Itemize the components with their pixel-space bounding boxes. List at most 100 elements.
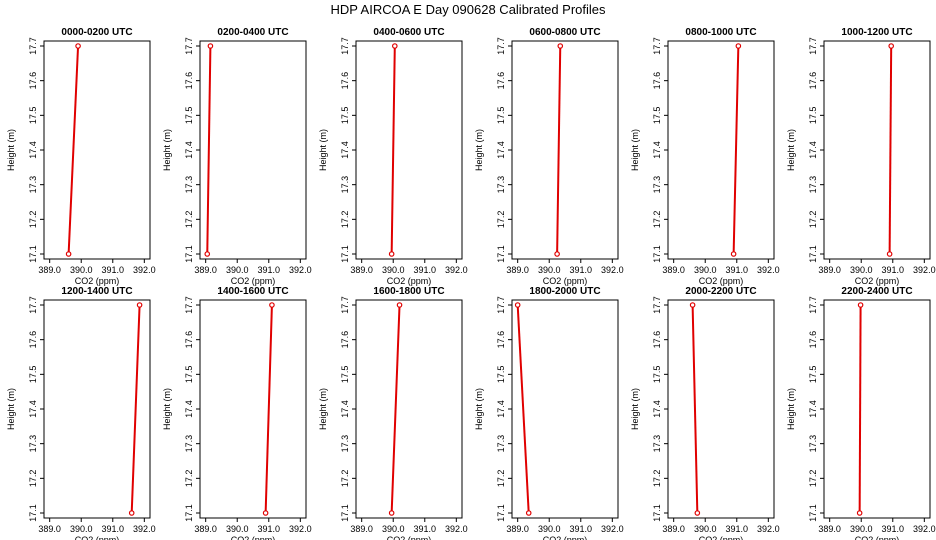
data-point [396, 302, 403, 308]
y-tick-label: 17.5 [496, 107, 506, 125]
y-tick-label: 17.6 [28, 331, 38, 349]
panel-title: 0200-0400 UTC [217, 27, 288, 38]
data-point [694, 510, 701, 516]
y-tick-label: 17.3 [28, 176, 38, 194]
x-tick-label: 390.0 [226, 524, 249, 534]
y-tick-label: 17.3 [652, 435, 662, 453]
y-tick-label: 17.3 [340, 176, 350, 194]
x-tick-label: 391.0 [258, 265, 281, 275]
x-tick-label: 389.0 [350, 524, 373, 534]
y-tick-label: 17.7 [340, 37, 350, 55]
panel-title: 2200-2400 UTC [841, 286, 912, 297]
x-axis-label: CO2 (ppm) [543, 535, 588, 540]
y-tick-label: 17.1 [28, 504, 38, 522]
panel-12: 2200-2400 UTC 389.0 390.0 391.0 392.0 CO2 (pp… [786, 286, 936, 540]
y-tick-label: 17.7 [808, 37, 818, 55]
y-tick-label: 17.5 [808, 107, 818, 125]
x-tick-label: 390.0 [382, 265, 405, 275]
y-tick-label: 17.3 [496, 176, 506, 194]
plot-frame [355, 40, 463, 260]
y-tick-label: 17.7 [808, 296, 818, 314]
y-tick-label: 17.5 [184, 107, 194, 125]
data-point [856, 510, 863, 516]
y-axis-label: Height (m) [162, 388, 172, 430]
y-tick-label: 17.4 [28, 141, 38, 159]
x-axis-label: CO2 (ppm) [387, 276, 432, 286]
y-tick-label: 17.1 [184, 245, 194, 263]
data-point [204, 251, 211, 257]
panel-title: 0800-1000 UTC [685, 27, 756, 38]
panel-4: 0600-0800 UTC 389.0 390.0 391.0 392.0 CO2 (pp… [474, 27, 624, 286]
y-tick-label: 17.6 [28, 72, 38, 90]
x-tick-label: 392.0 [601, 524, 624, 534]
plot-frame [823, 40, 931, 260]
plot-frame [43, 40, 151, 260]
series-line [888, 45, 893, 255]
y-tick-label: 17.7 [184, 37, 194, 55]
panel-title: 0400-0600 UTC [373, 27, 444, 38]
x-tick-label: 389.0 [818, 265, 841, 275]
x-axis-label: CO2 (ppm) [75, 276, 120, 286]
x-tick-label: 392.0 [133, 265, 156, 275]
x-axis-label: CO2 (ppm) [855, 535, 900, 540]
x-tick-label: 389.0 [662, 524, 685, 534]
y-tick-label: 17.2 [184, 470, 194, 488]
y-axis-label: Height (m) [318, 388, 328, 430]
y-tick-label: 17.4 [652, 141, 662, 159]
data-point [888, 43, 894, 49]
panel-title: 0000-0200 UTC [61, 27, 132, 38]
x-tick-label: 391.0 [882, 265, 905, 275]
y-tick-label: 17.7 [496, 296, 506, 314]
x-tick-label: 392.0 [133, 524, 156, 534]
y-tick-label: 17.1 [340, 504, 350, 522]
x-tick-label: 392.0 [445, 265, 468, 275]
y-tick-label: 17.4 [496, 141, 506, 159]
x-tick-label: 392.0 [289, 265, 312, 275]
y-tick-label: 17.3 [652, 176, 662, 194]
y-tick-label: 17.2 [340, 211, 350, 229]
x-tick-label: 391.0 [102, 524, 125, 534]
x-axis-label: CO2 (ppm) [75, 535, 120, 540]
y-tick-label: 17.7 [496, 37, 506, 55]
panel-6: 1000-1200 UTC 389.0 390.0 391.0 392.0 CO2 (pp… [786, 27, 936, 286]
data-point [735, 43, 742, 49]
y-tick-label: 17.3 [340, 435, 350, 453]
panel-9: 1600-1800 UTC 389.0 390.0 391.0 392.0 CO2 (pp… [318, 286, 468, 540]
y-tick-label: 17.6 [496, 331, 506, 349]
y-tick-label: 17.5 [652, 107, 662, 125]
y-tick-label: 17.4 [184, 141, 194, 159]
y-tick-label: 17.5 [808, 366, 818, 384]
x-tick-label: 390.0 [538, 524, 561, 534]
y-tick-label: 17.1 [652, 504, 662, 522]
x-tick-label: 391.0 [570, 524, 593, 534]
y-axis-label: Height (m) [786, 388, 796, 430]
y-tick-label: 17.2 [496, 470, 506, 488]
y-tick-label: 17.2 [496, 211, 506, 229]
panel-11: 2000-2200 UTC 389.0 390.0 391.0 392.0 CO2 (pp… [630, 286, 780, 540]
x-axis-label: CO2 (ppm) [543, 276, 588, 286]
data-point [262, 510, 269, 516]
y-tick-label: 17.1 [184, 504, 194, 522]
plot-frame [199, 299, 307, 519]
y-tick-label: 17.7 [28, 296, 38, 314]
y-tick-label: 17.6 [808, 331, 818, 349]
data-point [689, 302, 696, 308]
x-tick-label: 390.0 [538, 265, 561, 275]
series-line [516, 304, 530, 514]
y-tick-label: 17.2 [340, 470, 350, 488]
y-tick-label: 17.7 [652, 296, 662, 314]
panel-5: 0800-1000 UTC 389.0 390.0 391.0 392.0 CO2 (pp… [630, 27, 780, 286]
panel-title: 1000-1200 UTC [841, 27, 912, 38]
y-axis-label: Height (m) [162, 129, 172, 171]
panel-title: 1400-1600 UTC [217, 286, 288, 297]
x-tick-label: 391.0 [102, 265, 125, 275]
y-axis-label: Height (m) [474, 129, 484, 171]
x-tick-label: 392.0 [445, 524, 468, 534]
y-axis-label: Height (m) [474, 388, 484, 430]
y-tick-label: 17.4 [184, 400, 194, 418]
panel-10: 1800-2000 UTC 389.0 390.0 391.0 392.0 CO2 (pp… [474, 286, 624, 540]
y-tick-label: 17.6 [496, 72, 506, 90]
x-axis-label: CO2 (ppm) [855, 276, 900, 286]
y-tick-label: 17.5 [28, 107, 38, 125]
x-tick-label: 390.0 [850, 524, 873, 534]
